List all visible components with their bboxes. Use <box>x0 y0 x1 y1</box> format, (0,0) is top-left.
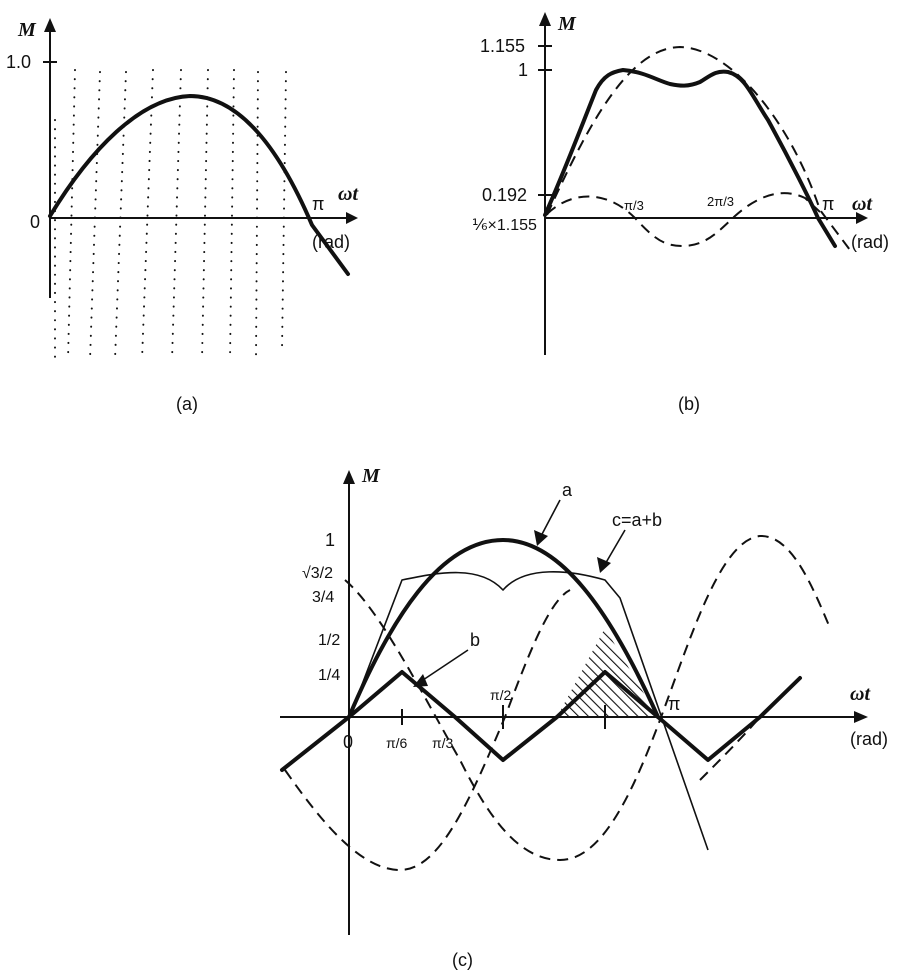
panel-a-x-arrow <box>346 212 358 224</box>
panel-a-y-label: M <box>17 19 37 41</box>
panel-b: M 1.155 1 0.192 ⅙×1.155 π/3 2π/3 π ωt (r… <box>472 12 889 414</box>
panel-b-x-unit: (rad) <box>851 232 889 252</box>
panel-b-tick-pi3-label: π/3 <box>624 198 644 213</box>
panel-a-sine-curve <box>48 94 350 276</box>
panel-c-label-b: b <box>470 630 480 650</box>
panel-a-carrier-dots <box>54 69 287 361</box>
panel-c-x-unit: (rad) <box>850 729 888 749</box>
panel-a-x-label: ωt <box>338 183 359 205</box>
panel-b-dashed-third-harmonic <box>546 192 821 248</box>
panel-c-pointer-c <box>603 529 626 567</box>
panel-c-dashed-phase-b <box>344 534 831 862</box>
panel-c-label-a: a <box>562 480 573 500</box>
panel-b-modulating-wave <box>543 68 837 248</box>
panel-c-y-arrow <box>343 470 355 484</box>
panel-b-y-label: M <box>557 13 577 35</box>
panel-b-tick-sixth-label: ⅙×1.155 <box>472 217 537 234</box>
panel-a: M 1.0 0 π ωt (rad) (a) <box>6 18 359 414</box>
panel-c-y-label: M <box>361 465 381 487</box>
panel-c-tick-1-2-label: 1/2 <box>318 632 340 649</box>
panel-c-curve-b <box>280 670 802 772</box>
panel-c-tick-sqrt3-label: √3/2 <box>302 565 333 582</box>
panel-b-y-arrow <box>539 12 551 26</box>
panel-a-caption: (a) <box>176 394 198 414</box>
panel-c-tick-pi2-label: π/2 <box>490 687 512 703</box>
panel-c-tick-1-4-label: 1/4 <box>318 667 340 684</box>
panel-c: M 1 √3/2 3/4 1/2 1/4 0 π/6 π/3 π/2 π ωt … <box>280 465 888 970</box>
panel-b-tick-pi-label: π <box>822 194 834 214</box>
panel-b-dashed-fundamental <box>546 45 851 251</box>
panel-a-origin-label: 0 <box>30 212 40 232</box>
panel-b-tick-1155-label: 1.155 <box>480 36 525 56</box>
panel-c-x-arrow <box>854 711 868 723</box>
panel-c-tick-pi-label: π <box>668 694 680 714</box>
panel-b-tick-1-label: 1 <box>518 60 528 80</box>
panel-b-x-label: ωt <box>852 193 873 215</box>
panel-b-tick-0192-label: 0.192 <box>482 185 527 205</box>
panel-c-pointer-a-head <box>534 530 548 546</box>
panel-c-pointer-a <box>539 499 561 539</box>
panel-a-pi-label: π <box>312 194 324 214</box>
panel-c-pointer-b-head <box>413 674 428 687</box>
panel-c-pointer-b <box>419 649 469 683</box>
panel-c-tick-1-label: 1 <box>325 530 335 550</box>
panel-a-y-arrow <box>44 18 56 32</box>
panel-a-tick-1-label: 1.0 <box>6 52 31 72</box>
panel-c-tick-pi6-label: π/6 <box>386 735 408 751</box>
panel-c-x-label: ωt <box>850 683 871 705</box>
panel-b-tick-2pi3-label: 2π/3 <box>707 194 734 209</box>
panel-c-pointer-c-head <box>597 557 611 573</box>
panel-a-x-unit: (rad) <box>312 232 350 252</box>
panel-c-caption: (c) <box>452 950 473 970</box>
panel-c-label-c: c=a+b <box>612 510 662 530</box>
panel-c-curve-a <box>347 538 660 719</box>
panel-c-tick-3-4-label: 3/4 <box>312 589 334 606</box>
panel-b-x-arrow <box>856 212 868 224</box>
panel-c-dashed-phase-c <box>284 589 571 872</box>
panel-b-caption: (b) <box>678 394 700 414</box>
panel-c-origin-label: 0 <box>343 732 353 752</box>
panel-c-tick-pi3-label: π/3 <box>432 735 454 751</box>
